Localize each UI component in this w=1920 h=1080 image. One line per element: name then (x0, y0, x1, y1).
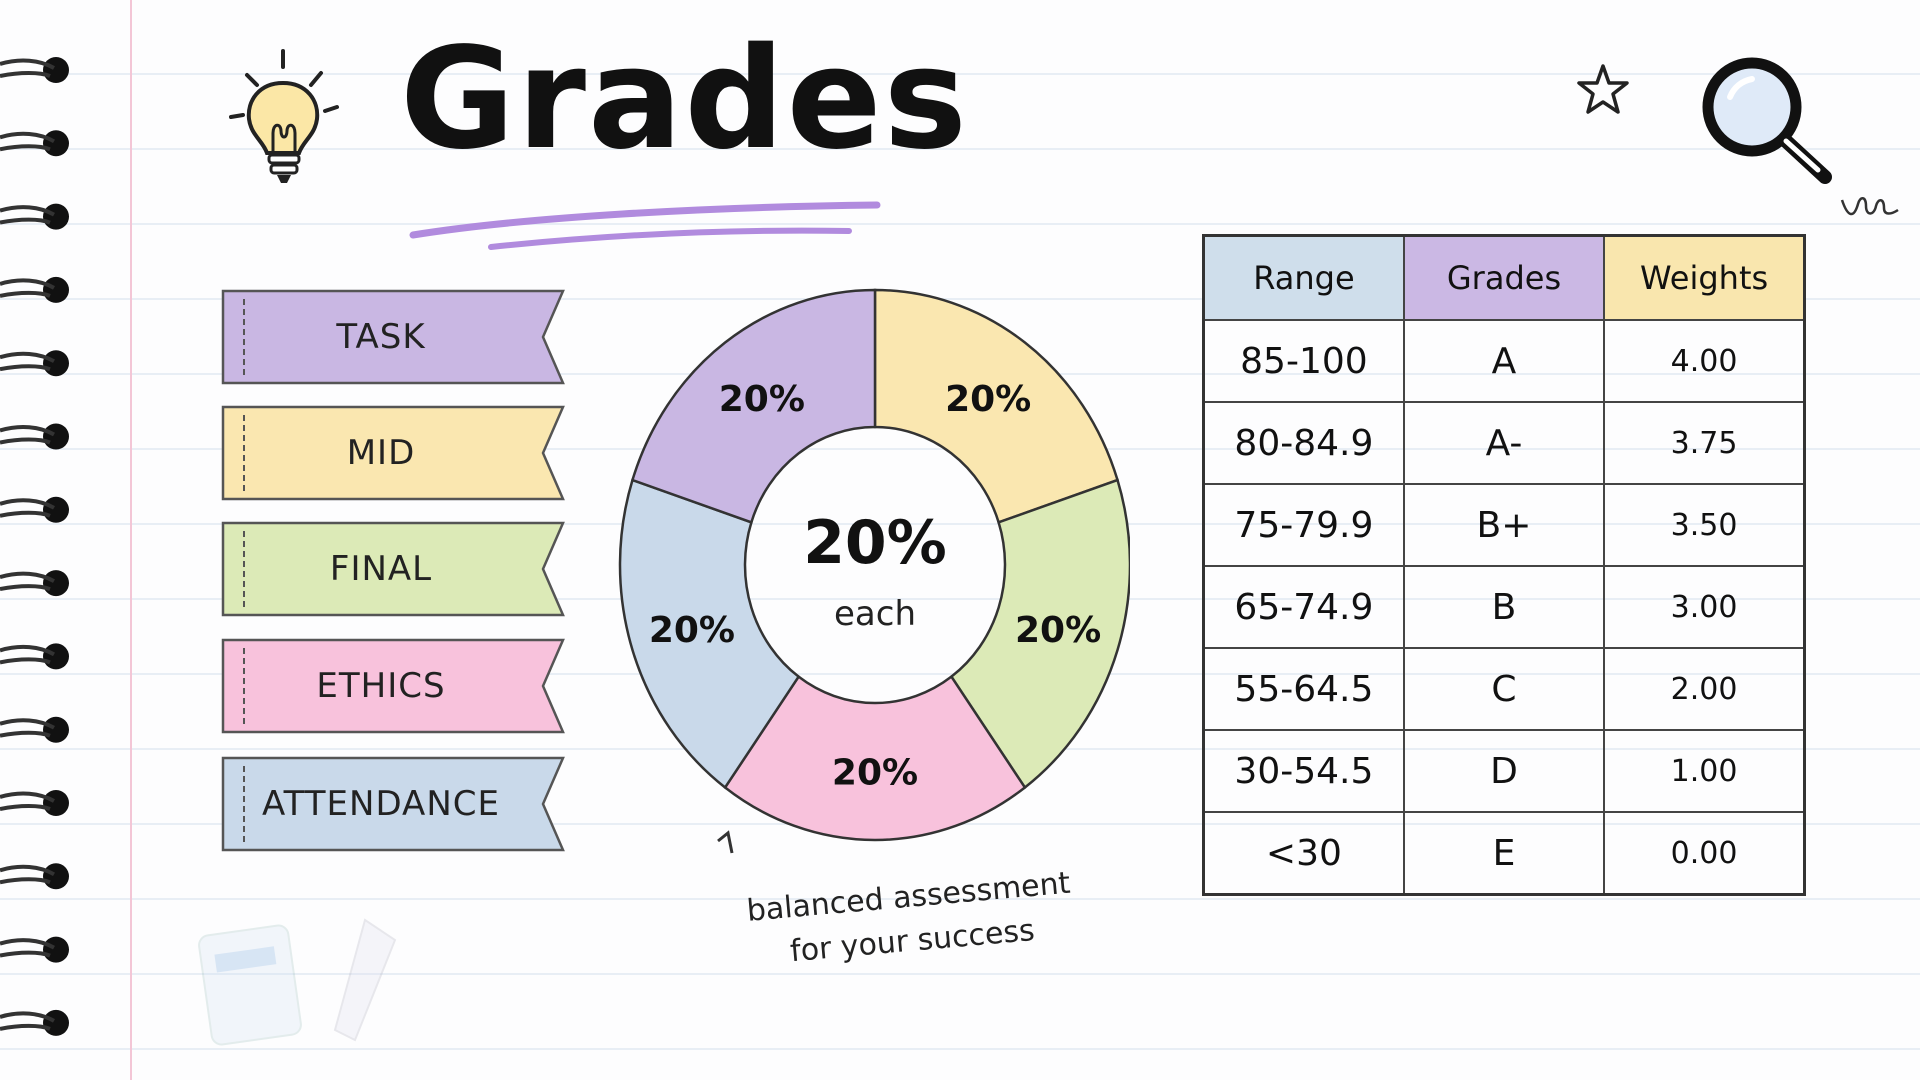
spiral-ring (0, 496, 69, 523)
donut-center-caption: each (834, 594, 916, 634)
cell-weight: 3.00 (1603, 565, 1806, 649)
scribble-doodle (1840, 197, 1899, 216)
donut-slice-4 (618, 478, 801, 790)
slice-label-4: 20% (649, 610, 735, 651)
cell-weight: 2.00 (1603, 647, 1806, 731)
header-range: Range (1202, 234, 1405, 321)
cell-weight: 1.00 (1603, 729, 1806, 813)
spiral-ring (0, 790, 69, 816)
component-ribbon-task: TASK (223, 291, 563, 383)
spiral-ring (0, 570, 69, 597)
donut-slice-2 (949, 478, 1130, 790)
component-ribbon-ethics: ETHICS (223, 640, 563, 732)
spiral-ring (0, 716, 69, 743)
title-underline (409, 201, 881, 250)
slice-label-3: 20% (832, 753, 918, 794)
cell-weight: 4.00 (1603, 319, 1806, 403)
table-row: 55-64.5 C 2.00 (1202, 647, 1806, 731)
cell-range: 55-64.5 (1202, 647, 1405, 731)
component-label: TASK (336, 317, 426, 357)
table-row: 80-84.9 A- 3.75 (1202, 401, 1806, 485)
header-weights: Weights (1603, 234, 1806, 321)
cell-grade: A (1402, 319, 1606, 403)
component-ribbon-mid: MID (223, 407, 563, 499)
cell-range: 75-79.9 (1202, 483, 1405, 567)
donut-slice-3 (723, 674, 1027, 842)
cell-weight: 0.00 (1603, 811, 1806, 896)
cell-grade: B (1402, 565, 1606, 649)
cell-grade: C (1402, 647, 1606, 731)
page-margin-line (130, 0, 132, 1080)
spiral-ring (0, 350, 69, 377)
spiral-ring (0, 1009, 69, 1036)
cell-range: 80-84.9 (1202, 401, 1405, 485)
cell-grade: E (1402, 811, 1606, 896)
cell-range: 30-54.5 (1202, 729, 1405, 813)
header-grades: Grades (1402, 234, 1606, 321)
table-row: 75-79.9 B+ 3.50 (1202, 483, 1806, 567)
cell-range: <30 (1202, 811, 1405, 896)
donut-slice-5 (630, 288, 877, 524)
ribbon-stitch (243, 531, 245, 607)
spiral-ring (0, 863, 69, 890)
page-title: Grades (400, 18, 969, 181)
grade-scale-table: Range Grades Weights 85-100 A 4.00 80-84.9 A… (1202, 234, 1806, 896)
slice-label-2: 20% (1015, 610, 1101, 651)
cell-grade: A- (1402, 401, 1606, 485)
spiral-ring (0, 203, 69, 230)
slice-label-5: 20% (719, 379, 805, 420)
lightbulb-icon (229, 49, 339, 183)
spiral-ring (0, 936, 69, 963)
spiral-ring (0, 643, 69, 670)
cell-range: 65-74.9 (1202, 565, 1405, 649)
ribbon-stitch (243, 648, 245, 724)
table-row: 65-74.9 B 3.00 (1202, 565, 1806, 649)
table-row: <30 E 0.00 (1202, 811, 1806, 896)
cell-range: 85-100 (1202, 319, 1405, 403)
spiral-ring (0, 276, 69, 303)
cell-grade: D (1402, 729, 1606, 813)
table-header-row: Range Grades Weights (1202, 234, 1806, 321)
component-ribbon-final: FINAL (223, 523, 563, 615)
spiral-ring (0, 423, 69, 450)
ribbon-stitch (243, 299, 245, 375)
spiral-ring (0, 57, 69, 83)
tagline: balanced assessment for your success (745, 862, 1076, 977)
component-label: MID (346, 433, 416, 473)
component-label: ATTENDANCE (262, 784, 500, 824)
cell-weight: 3.75 (1603, 401, 1806, 485)
component-label: FINAL (329, 549, 433, 589)
slice-label-1: 20% (945, 379, 1031, 420)
component-ribbon-attendance: ATTENDANCE (223, 758, 563, 850)
star-icon (1577, 64, 1629, 114)
cell-weight: 3.50 (1603, 483, 1806, 567)
pencil-tick-doodle (717, 830, 734, 854)
component-label: ETHICS (316, 666, 446, 706)
cell-grade: B+ (1402, 483, 1606, 567)
weight-donut-chart: 20% 20% 20% 20% 20% 20% each (618, 288, 1130, 854)
magnifier-icon (1702, 57, 1832, 184)
faded-notebook-doodle (198, 918, 397, 1046)
donut-slice-1 (873, 288, 1120, 524)
spiral-binding (0, 57, 69, 1036)
table-row: 85-100 A 4.00 (1202, 319, 1806, 403)
spiral-ring (0, 130, 69, 157)
table-row: 30-54.5 D 1.00 (1202, 729, 1806, 813)
ribbon-stitch (243, 415, 245, 491)
ribbon-stitch (243, 766, 245, 842)
donut-center-value: 20% (803, 508, 947, 578)
